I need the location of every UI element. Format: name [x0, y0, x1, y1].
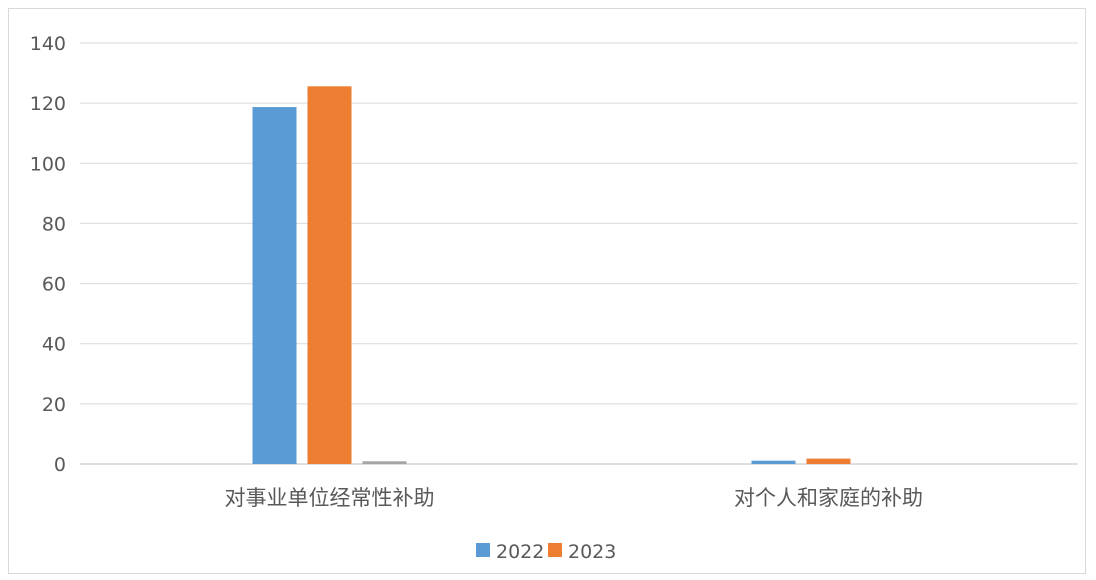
- y-axis-ticks: 0 20 40 60 80 100 120 140: [30, 33, 66, 476]
- bar-2022-1: [751, 460, 796, 464]
- category-label: 对个人和家庭的补助: [734, 486, 923, 510]
- legend-label: 2022: [496, 541, 544, 563]
- chart-frame: [8, 8, 1086, 574]
- y-tick-label: 80: [42, 213, 66, 235]
- legend: 2022 2023: [476, 541, 616, 563]
- category-label: 对事业单位经常性补助: [225, 486, 435, 510]
- bar-2023-1: [806, 458, 851, 464]
- legend-label: 2023: [568, 541, 616, 563]
- y-tick-label: 20: [42, 394, 66, 416]
- y-tick-label: 100: [30, 153, 66, 175]
- category-labels: 对事业单位经常性补助 对个人和家庭的补助: [225, 486, 924, 510]
- bar-2023-0: [307, 86, 352, 464]
- legend-swatch: [548, 543, 562, 557]
- bars: [252, 86, 851, 465]
- legend-swatch: [476, 543, 490, 557]
- y-tick-label: 60: [42, 274, 66, 296]
- gridlines: [80, 42, 1078, 465]
- y-tick-label: 120: [30, 93, 66, 115]
- y-tick-label: 0: [54, 454, 66, 476]
- y-tick-label: 140: [30, 33, 66, 55]
- bar-0: [362, 461, 407, 464]
- y-tick-label: 40: [42, 334, 66, 356]
- bar-2022-0: [252, 107, 297, 465]
